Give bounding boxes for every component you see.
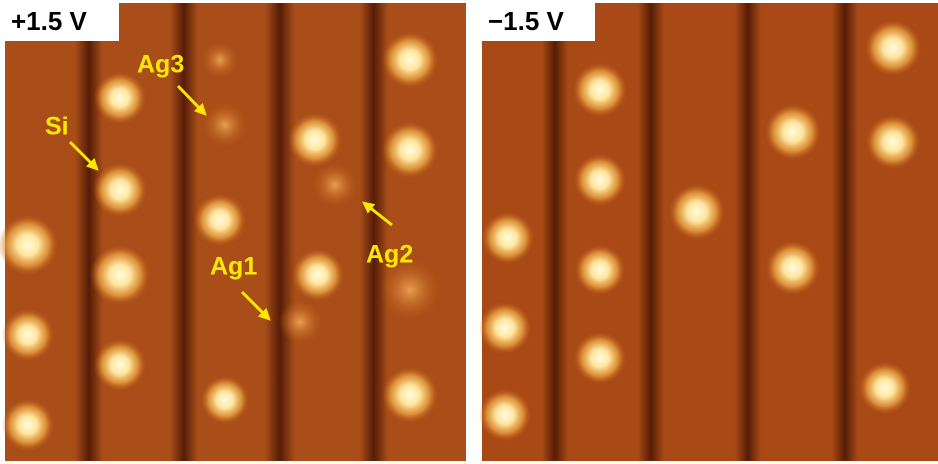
bias-label: −1.5 V: [488, 6, 565, 36]
annotation: Si: [45, 113, 69, 141]
scan-right: [479, 3, 938, 461]
annotation: Ag3: [137, 51, 184, 79]
annotation: Ag1: [210, 253, 257, 281]
bias-label: +1.5 V: [11, 6, 88, 36]
figure: +1.5 V −1.5 V Ag3 Si Ag1 Ag2: [0, 0, 938, 464]
annotation: Ag2: [366, 241, 413, 269]
scan-left: [0, 3, 466, 461]
